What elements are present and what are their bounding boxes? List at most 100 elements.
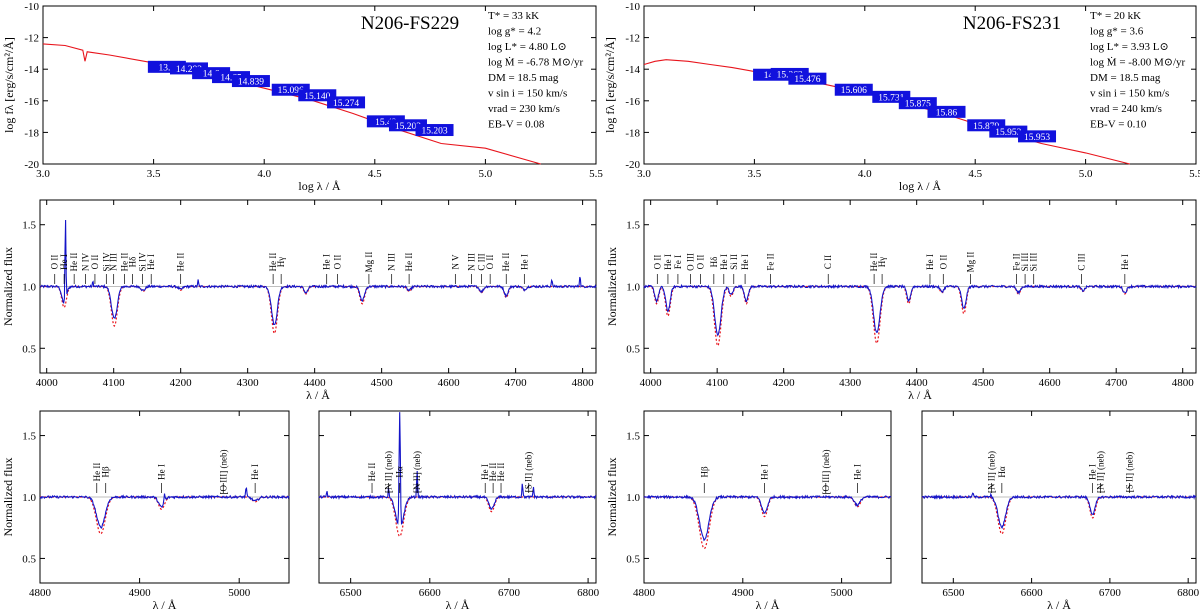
y-tick-label: 1.0 [626, 282, 640, 294]
line-id: N III [466, 253, 476, 284]
photometry-label: 15.274 [333, 99, 359, 109]
line-id-label: O II [485, 255, 495, 270]
y-axis-label: log fλ [erg/s/cm²/Å] [2, 37, 16, 133]
y-tick-label: 1.5 [22, 220, 36, 232]
y-tick-label: 1.5 [626, 431, 640, 443]
model-spectrum [644, 496, 891, 550]
line-id: He I [740, 254, 750, 284]
x-axis-label: λ / Å [1047, 598, 1071, 612]
photometry-point: 15.953 [1018, 130, 1057, 143]
line-id-label: He I [740, 254, 750, 270]
line-id: Hγ [276, 257, 286, 284]
y-tick-label: -10 [24, 1, 39, 13]
photometry-label: 15.879 [973, 122, 999, 132]
line-id: He II [404, 253, 414, 284]
line-id-label: He II [268, 253, 278, 272]
line-id: [O III] (neb) [821, 450, 831, 495]
line-id-label: He I [1120, 254, 1130, 270]
photometry-label: 15.203 [421, 127, 447, 137]
y-tick-label: 0.5 [22, 343, 36, 355]
line-id: N III [387, 253, 397, 284]
photometry-point: 14.839 [231, 75, 270, 88]
photometry-point: 15.140 [298, 89, 337, 102]
line-id-label: [O III] (neb) [821, 450, 831, 495]
stellar-parameter: T* = 20 kK [1090, 10, 1141, 22]
x-tick-label: 6700 [1099, 587, 1122, 599]
line-id-label: O II [332, 255, 342, 270]
line-id: He II [92, 463, 102, 493]
line-id: [N II] (neb) [987, 451, 997, 493]
photometry-label: 15.875 [905, 100, 931, 110]
x-tick-label: 4300 [839, 377, 862, 389]
stellar-parameter: EB-V = 0.10 [1090, 119, 1147, 131]
y-tick-label: 0.5 [626, 343, 640, 355]
chart-sed_fs229: 3.0 3.5 4.0 4.5 5.0 5.5 -10 -12 -14 -16 -18 -20 log … [2, 1, 603, 193]
x-tick-label: 4800 [633, 587, 656, 599]
line-id-label: [N II] (neb) [412, 451, 422, 493]
x-tick-label: 4600 [1039, 377, 1062, 389]
line-id: He II [869, 253, 879, 284]
line-id: He II [501, 253, 511, 284]
line-id-label: Hα [997, 466, 1007, 477]
x-tick-label: 5.0 [479, 168, 493, 180]
x-tick-label: 4000 [36, 377, 59, 389]
line-id-label: C III [476, 253, 486, 270]
line-id-label: Mg II [364, 252, 374, 273]
line-id-label: Fe II [765, 253, 775, 270]
line-id-label: O II [938, 255, 948, 270]
line-id: Fe II [1011, 253, 1021, 284]
line-id: He I [719, 254, 729, 284]
x-tick-label: 4.0 [257, 168, 271, 180]
line-id: He I [663, 254, 673, 284]
line-id: C II [823, 255, 833, 284]
line-id-label: He II [869, 253, 879, 272]
line-id-label: Hβ [101, 466, 111, 477]
x-tick-label: 6600 [1021, 587, 1044, 599]
photometry-box [231, 75, 270, 88]
x-tick-label: 5.0 [1079, 168, 1093, 180]
y-axis-label: Normalized flux [1, 247, 15, 326]
line-id-label: He II [501, 253, 511, 272]
line-id: He II [488, 463, 498, 493]
line-id: He I [146, 254, 156, 284]
x-tick-label: 4.5 [368, 168, 382, 180]
line-id-label: He I [59, 254, 69, 270]
chart-blue_fs231: 4000 4100 4200 4300 4400 4500 4600 4700 4800 0.5 1… [605, 199, 1197, 402]
x-tick-label: 4500 [371, 377, 394, 389]
line-id-label: Si III [1029, 253, 1039, 272]
x-axis-label: log λ / Å [298, 179, 340, 193]
model-sed-line [42, 43, 541, 165]
photometry-point: 15.274 [327, 96, 366, 109]
line-id: [N II] (neb) [412, 451, 422, 493]
photometry-label: 14.839 [238, 78, 264, 88]
line-id: O II [652, 255, 662, 284]
line-id: Si II [729, 254, 739, 284]
line-id-label: O II [652, 255, 662, 270]
x-tick-label: 6600 [419, 587, 442, 599]
y-tick-label: -18 [625, 127, 640, 139]
line-id: He I [1120, 254, 1130, 284]
line-id: Fe II [765, 253, 775, 284]
line-id-label: [N II] (neb) [1095, 451, 1105, 493]
x-axis-label: λ / Å [306, 388, 330, 402]
stellar-parameter: vrad = 230 km/s [488, 103, 560, 115]
line-id: He I [925, 254, 935, 284]
line-id-label: He II [119, 253, 129, 272]
plot-frame [42, 5, 597, 165]
photometry-label: 15.86 [936, 108, 958, 118]
y-tick-label: -14 [24, 64, 39, 76]
line-id: He II [496, 463, 506, 493]
y-tick-label: -12 [24, 33, 39, 45]
chart-sed_fs231: 3.0 3.5 4.0 4.5 5.0 5.5 -10 -12 -14 -16 -18 -20 log … [603, 1, 1200, 193]
line-id: [O III] (neb) [218, 450, 228, 495]
line-id-label: C II [823, 255, 833, 269]
photometry-box [927, 105, 966, 118]
line-id: Hγ [877, 257, 887, 284]
x-tick-label: 5.5 [589, 168, 603, 180]
line-id: He I [250, 464, 260, 493]
model-spectrum [40, 496, 289, 535]
y-axis-label: Normalized flux [605, 247, 619, 326]
line-id-label: N V [450, 254, 460, 270]
photometry-label: 15.42 [375, 118, 397, 128]
model-spectrum [40, 285, 596, 335]
